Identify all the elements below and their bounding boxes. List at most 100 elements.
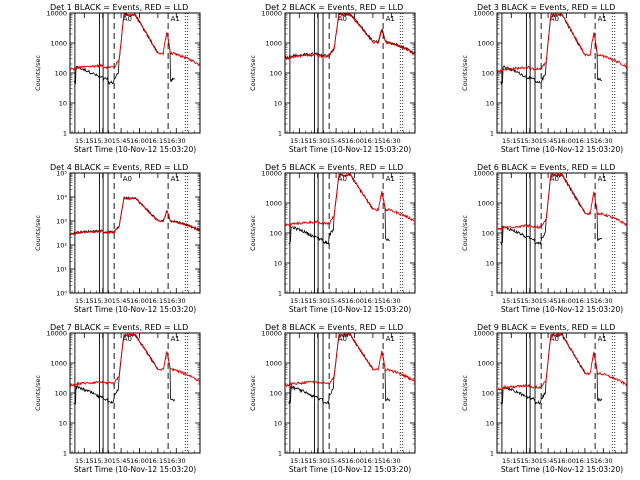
- x-tick-label: 16:00: [130, 297, 149, 305]
- y-axis-label: Counts/sec: [461, 215, 469, 251]
- y-tick-label: 1000: [50, 40, 67, 48]
- x-axis-label: Start Time (10-Nov-12 15:03:20): [501, 465, 623, 474]
- y-tick-label: 10000: [261, 10, 282, 18]
- y-tick-label: 10000: [261, 170, 282, 178]
- x-tick-label: 16:00: [345, 457, 364, 465]
- x-axis-label: Start Time (10-Nov-12 15:03:20): [501, 305, 623, 314]
- y-tick-label: 1000: [265, 360, 282, 368]
- y-tick-label: 10: [486, 260, 494, 268]
- x-tick-label: 16:15: [149, 457, 168, 465]
- lld-series-line: [497, 333, 627, 391]
- x-tick-label: 15:30: [520, 137, 539, 145]
- annotation-a1: A1: [598, 15, 607, 23]
- x-axis-label: Start Time (10-Nov-12 15:03:20): [289, 145, 411, 154]
- x-tick-label: 16:30: [382, 457, 401, 465]
- detector-panel-2: Det 2 BLACK = Events, RED = LLD 1 10 100 100…: [249, 3, 416, 154]
- x-tick-label: 16:15: [576, 297, 595, 305]
- x-tick-label: 16:30: [167, 297, 186, 305]
- y-axis-label: Counts/sec: [461, 375, 469, 411]
- y-tick-label: 10: [486, 100, 494, 108]
- x-tick-label: 16:15: [364, 457, 383, 465]
- y-tick-label: 1000: [477, 40, 494, 48]
- annotation-a0: A0: [550, 175, 559, 183]
- x-tick-label: 16:00: [557, 297, 576, 305]
- x-tick-label: 15:15: [502, 137, 521, 145]
- y-tick-label: 10: [274, 260, 282, 268]
- panel-title: Det 4 BLACK = Events, RED = LLD: [50, 163, 188, 172]
- y-tick-label: 100: [55, 70, 67, 78]
- panel-title: Det 7 BLACK = Events, RED = LLD: [50, 323, 188, 332]
- y-tick-label: 10000: [473, 330, 494, 338]
- y-tick-label: 10000: [46, 10, 67, 18]
- lld-series-line: [285, 173, 415, 228]
- y-tick-label: 100: [270, 390, 282, 398]
- y-tick-label: 1: [63, 130, 67, 138]
- lld-series-line: [70, 333, 200, 388]
- detector-panel-7: Det 7 BLACK = Events, RED = LLD 1 10 100 100…: [34, 323, 201, 474]
- annotation-a0: A0: [338, 335, 347, 343]
- x-tick-label: 15:30: [93, 457, 112, 465]
- x-tick-label: 16:30: [594, 137, 613, 145]
- x-tick-label: 16:30: [167, 137, 186, 145]
- detector-panel-3: Det 3 BLACK = Events, RED = LLD 1 10 100 100…: [461, 3, 628, 154]
- y-tick-label: 1: [63, 450, 67, 458]
- x-tick-label: 15:15: [502, 457, 521, 465]
- annotation-a1: A1: [598, 175, 607, 183]
- events-series-line: [500, 13, 585, 85]
- annotation-a1: A1: [598, 335, 607, 343]
- events-series-line: [73, 13, 158, 86]
- y-tick-label: 10: [274, 100, 282, 108]
- y-axis-label: Counts/sec: [249, 55, 257, 91]
- y-axis-label: Counts/sec: [249, 215, 257, 251]
- y-tick-label: 10³: [56, 218, 67, 226]
- y-axis-label: Counts/sec: [461, 55, 469, 91]
- y-tick-label: 1: [278, 130, 282, 138]
- y-tick-label: 10⁰: [56, 290, 67, 298]
- y-tick-label: 1: [278, 290, 282, 298]
- annotation-a0: A0: [550, 335, 559, 343]
- x-axis-label: Start Time (10-Nov-12 15:03:20): [289, 305, 411, 314]
- x-tick-label: 16:00: [557, 457, 576, 465]
- annotation-a0: A0: [123, 15, 132, 23]
- detector-panel-5: Det 5 BLACK = Events, RED = LLD 1 10 100 100…: [249, 163, 416, 314]
- panel-title: Det 2 BLACK = Events, RED = LLD: [265, 3, 403, 12]
- x-tick-label: 16:15: [149, 137, 168, 145]
- y-tick-label: 1: [490, 290, 494, 298]
- lld-series-line: [70, 13, 200, 71]
- detector-panel-1: Det 1 BLACK = Events, RED = LLD 1 10 100 100…: [34, 3, 201, 154]
- y-tick-label: 100: [482, 390, 494, 398]
- y-tick-label: 100: [270, 230, 282, 238]
- x-tick-label: 15:45: [327, 297, 346, 305]
- y-tick-label: 10⁵: [56, 170, 67, 178]
- x-axis-label: Start Time (10-Nov-12 15:03:20): [74, 305, 196, 314]
- y-tick-label: 10000: [46, 330, 67, 338]
- events-series-line: [500, 173, 586, 246]
- y-tick-label: 10: [274, 420, 282, 428]
- panel-title: Det 8 BLACK = Events, RED = LLD: [265, 323, 403, 332]
- x-tick-label: 16:00: [130, 457, 149, 465]
- x-tick-label: 16:00: [345, 297, 364, 305]
- annotation-a0: A0: [123, 175, 132, 183]
- lld-series-line: [497, 13, 627, 73]
- x-tick-label: 16:00: [345, 137, 364, 145]
- x-tick-label: 16:30: [382, 297, 401, 305]
- x-tick-label: 15:45: [112, 137, 131, 145]
- y-tick-label: 1000: [265, 200, 282, 208]
- y-tick-label: 10: [59, 420, 67, 428]
- x-tick-label: 16:00: [557, 137, 576, 145]
- y-axis-label: Counts/sec: [34, 375, 42, 411]
- x-tick-label: 15:30: [308, 457, 327, 465]
- y-axis-label: Counts/sec: [249, 375, 257, 411]
- panel-title: Det 6 BLACK = Events, RED = LLD: [477, 163, 615, 172]
- x-tick-label: 15:45: [327, 457, 346, 465]
- x-tick-label: 15:45: [112, 297, 131, 305]
- y-axis-label: Counts/sec: [34, 215, 42, 251]
- y-tick-label: 1: [490, 450, 494, 458]
- annotation-a1: A1: [171, 335, 180, 343]
- x-tick-label: 16:15: [149, 297, 168, 305]
- y-tick-label: 10²: [56, 242, 67, 250]
- y-tick-label: 10000: [261, 330, 282, 338]
- y-tick-label: 100: [270, 70, 282, 78]
- detector-panel-8: Det 8 BLACK = Events, RED = LLD 1 10 100 100…: [249, 323, 416, 474]
- x-tick-label: 15:15: [75, 297, 94, 305]
